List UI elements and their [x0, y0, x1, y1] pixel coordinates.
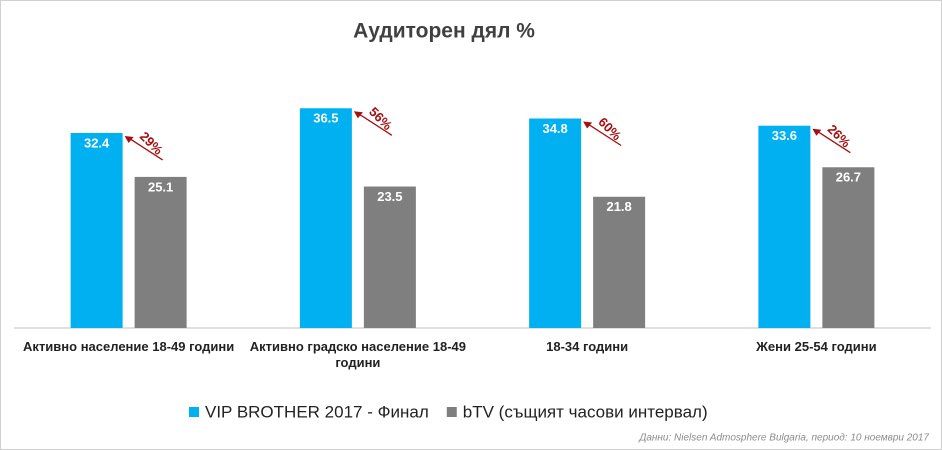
annotation-arrow: [816, 130, 851, 154]
value-label: 25.1: [148, 179, 173, 194]
chart-title: Аудиторен дял %: [353, 20, 535, 43]
value-label: 34.8: [542, 121, 567, 136]
bar: [593, 196, 646, 328]
annotation-label: 56%: [366, 104, 395, 133]
bar: [363, 186, 416, 328]
annotation-arrow: [128, 137, 163, 161]
bar: [299, 108, 352, 329]
annotation-arrowhead: [812, 128, 822, 136]
value-label: 36.5: [313, 111, 338, 126]
x-tick-label: Жени 25-54 години: [756, 339, 877, 354]
bar: [758, 125, 811, 328]
annotation-arrow: [357, 112, 393, 136]
annotation-label: 26%: [825, 121, 854, 150]
bar: [134, 176, 187, 328]
x-tick-label: Активно градско население 18-49 години: [249, 339, 466, 370]
annotation-arrowhead: [124, 135, 134, 143]
value-label: 26.7: [836, 170, 861, 185]
value-label: 21.8: [606, 199, 631, 214]
legend-label: VIP BROTHER 2017 - Финал: [205, 402, 429, 421]
annotation-label: 60%: [595, 114, 624, 143]
value-label: 23.5: [377, 189, 402, 204]
bar: [822, 167, 875, 328]
bar: [529, 118, 582, 328]
source-note: Данни: Nielsen Admosphere Bulgaria, пери…: [638, 433, 929, 444]
legend-swatch: [189, 407, 199, 417]
annotation-label: 29%: [137, 129, 166, 158]
bar: [70, 132, 123, 328]
x-tick-label: Активно население 18-49 години: [23, 339, 235, 354]
value-label: 32.4: [84, 135, 110, 150]
value-label: 33.6: [772, 128, 797, 143]
legend-swatch: [446, 407, 457, 417]
x-tick-label: 18-34 години: [546, 339, 629, 354]
annotation-arrowhead: [583, 121, 593, 129]
annotation-arrow: [586, 122, 622, 147]
annotation-arrowhead: [353, 111, 363, 119]
legend-label: bTV (същият часови интервал): [463, 402, 708, 421]
